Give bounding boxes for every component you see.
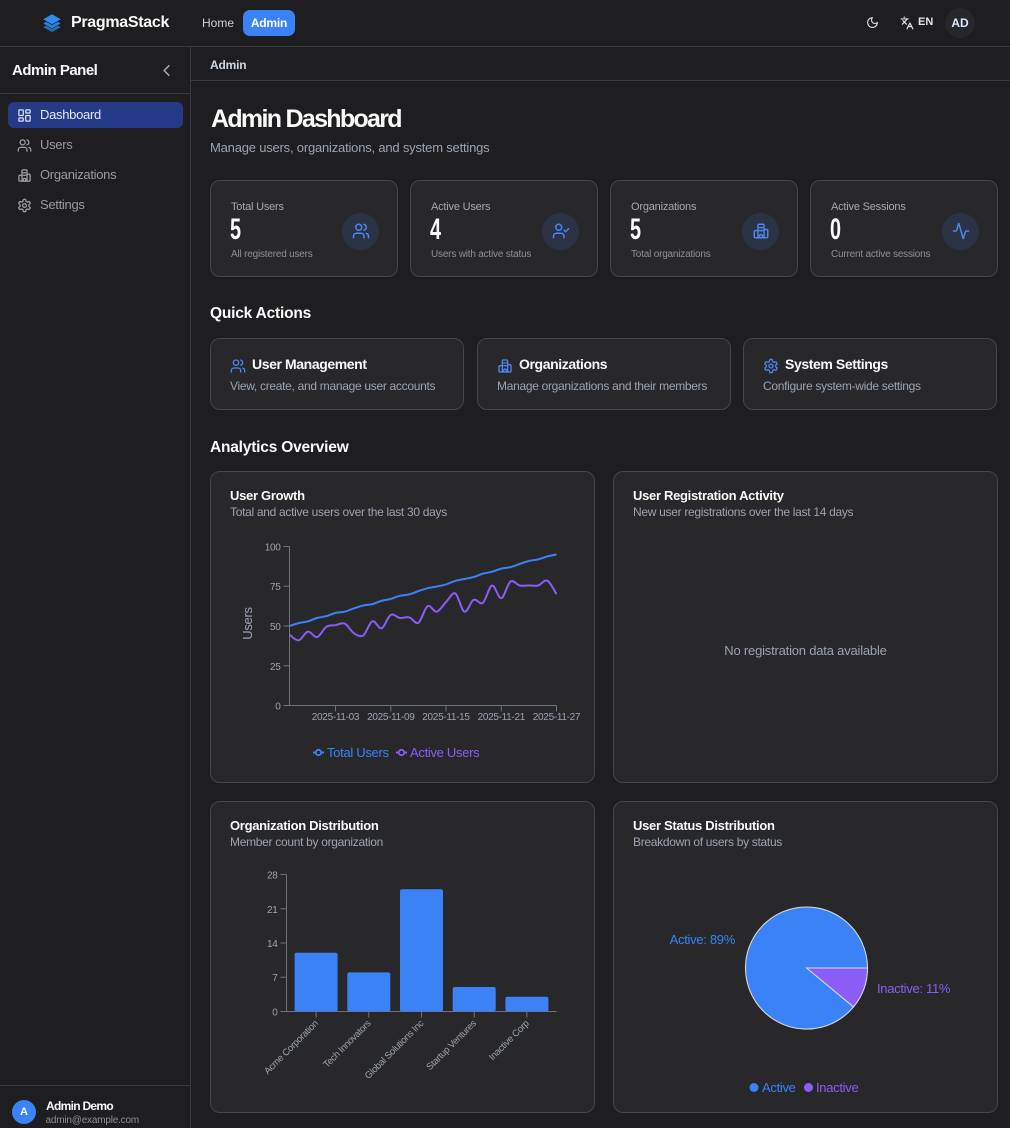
svg-text:2025-11-15: 2025-11-15 — [422, 712, 470, 723]
svg-text:2025-11-03: 2025-11-03 — [312, 712, 360, 723]
svg-text:Users: Users — [240, 606, 255, 639]
svg-text:50: 50 — [270, 622, 281, 633]
svg-text:100: 100 — [265, 543, 282, 554]
svg-text:Inactive Corp: Inactive Corp — [487, 1018, 532, 1063]
svg-text:7: 7 — [272, 973, 278, 984]
svg-text:2025-11-27: 2025-11-27 — [533, 712, 581, 723]
svg-text:Global Solutions Inc: Global Solutions Inc — [363, 1018, 427, 1082]
svg-text:Tech Innovators: Tech Innovators — [321, 1018, 373, 1070]
svg-text:Total Users: Total Users — [327, 745, 390, 760]
svg-text:21: 21 — [267, 905, 278, 916]
svg-text:0: 0 — [275, 702, 281, 713]
svg-text:Inactive: 11%: Inactive: 11% — [877, 981, 951, 996]
svg-text:28: 28 — [267, 871, 278, 882]
svg-text:2025-11-21: 2025-11-21 — [478, 712, 526, 723]
svg-text:75: 75 — [270, 582, 281, 593]
svg-text:0: 0 — [272, 1008, 278, 1019]
svg-text:Acme Corporation: Acme Corporation — [262, 1018, 321, 1077]
svg-text:Active Users: Active Users — [410, 745, 480, 760]
svg-text:25: 25 — [270, 662, 281, 673]
svg-text:Active: Active — [762, 1080, 796, 1095]
svg-text:Inactive: Inactive — [816, 1080, 858, 1095]
svg-text:Active: 89%: Active: 89% — [670, 932, 736, 947]
svg-text:2025-11-09: 2025-11-09 — [367, 712, 415, 723]
svg-text:Startup Ventures: Startup Ventures — [424, 1018, 479, 1073]
svg-text:14: 14 — [267, 939, 278, 950]
